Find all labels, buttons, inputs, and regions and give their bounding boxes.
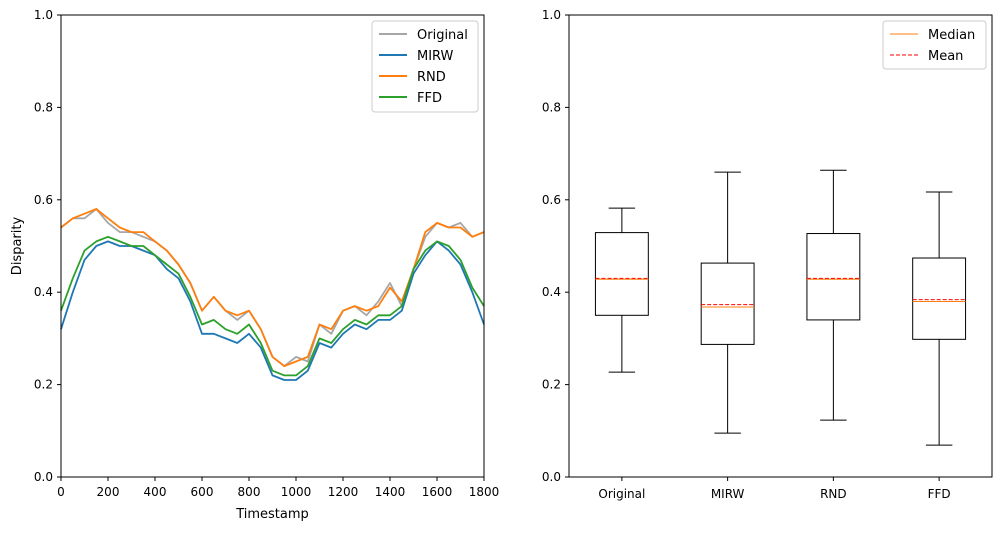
x-tick-label: Original: [598, 487, 645, 501]
box-group: [594, 169, 967, 446]
line-legend: Original MIRW RND FFD: [371, 20, 479, 113]
x-tick-label: 0: [57, 485, 65, 499]
line-y-axis-label: Disparity: [10, 217, 25, 276]
legend-label-mean: Mean: [928, 49, 963, 64]
line-x-axis-label: Timestamp: [235, 507, 309, 522]
line-x-ticks: 0 200 400 600 800 1000 1200 1400 1600 1800: [57, 477, 499, 499]
y-tick-label: 1.0: [542, 8, 561, 22]
box-legend: Median Mean: [882, 20, 987, 70]
box-legend-box: [882, 20, 987, 70]
box-ffd: [912, 191, 967, 446]
y-tick-label: 0.4: [542, 285, 561, 299]
line-chart-panel: 0 200 400 600 800 1000 1200 1400 1600 1800 0.0 0.2…: [10, 8, 499, 522]
x-tick-label: 800: [238, 485, 261, 499]
line-y-ticks: 0.0 0.2 0.4 0.6 0.8 1.0: [34, 8, 61, 484]
line-series-ffd: [60, 235, 485, 377]
y-tick-label: 0.2: [542, 378, 561, 392]
box-rnd: [806, 169, 861, 421]
y-tick-label: 1.0: [34, 8, 53, 22]
y-tick-label: 0.0: [542, 470, 561, 484]
box-original: [594, 207, 649, 373]
box-body: [594, 232, 649, 316]
y-tick-label: 0.6: [542, 193, 561, 207]
x-tick-label: 400: [144, 485, 167, 499]
box-body: [700, 262, 755, 345]
legend-label-original: Original: [417, 28, 468, 43]
y-tick-label: 0.8: [542, 100, 561, 114]
line-chart-axes-frame: [60, 14, 485, 478]
x-tick-label: FFD: [928, 487, 951, 501]
line-series-group: [60, 208, 485, 381]
x-tick-label: 1000: [281, 485, 312, 499]
y-tick-label: 0.8: [34, 100, 53, 114]
x-tick-label: 200: [97, 485, 120, 499]
x-tick-label: 1400: [375, 485, 406, 499]
legend-label-rnd: RND: [417, 70, 446, 85]
box-y-ticks: 0.0 0.2 0.4 0.6 0.8 1.0: [542, 8, 569, 484]
line-legend-box: [371, 20, 479, 113]
y-tick-label: 0.2: [34, 378, 53, 392]
x-tick-label: MIRW: [711, 487, 745, 501]
legend-label-mirw: MIRW: [417, 49, 454, 64]
legend-label-median: Median: [928, 28, 975, 43]
box-mirw: [700, 171, 755, 434]
box-x-ticks: Original MIRW RND FFD: [598, 477, 951, 501]
box-plot-panel: Original MIRW RND FFD 0.0 0.2 0.4 0.6 0.8 1.0 Me…: [542, 8, 993, 501]
x-tick-label: 1200: [328, 485, 359, 499]
line-series-original: [60, 208, 485, 368]
x-tick-label: RND: [820, 487, 847, 501]
line-series-mirw: [60, 240, 485, 381]
x-tick-label: 600: [191, 485, 214, 499]
x-tick-label: 1800: [469, 485, 500, 499]
y-tick-label: 0.4: [34, 285, 53, 299]
y-tick-label: 0.6: [34, 193, 53, 207]
x-tick-label: 1600: [422, 485, 453, 499]
box-body: [912, 257, 967, 340]
box-body: [806, 233, 861, 321]
y-tick-label: 0.0: [34, 470, 53, 484]
box-plot-axes-frame: [568, 14, 993, 478]
legend-label-ffd: FFD: [417, 91, 442, 106]
